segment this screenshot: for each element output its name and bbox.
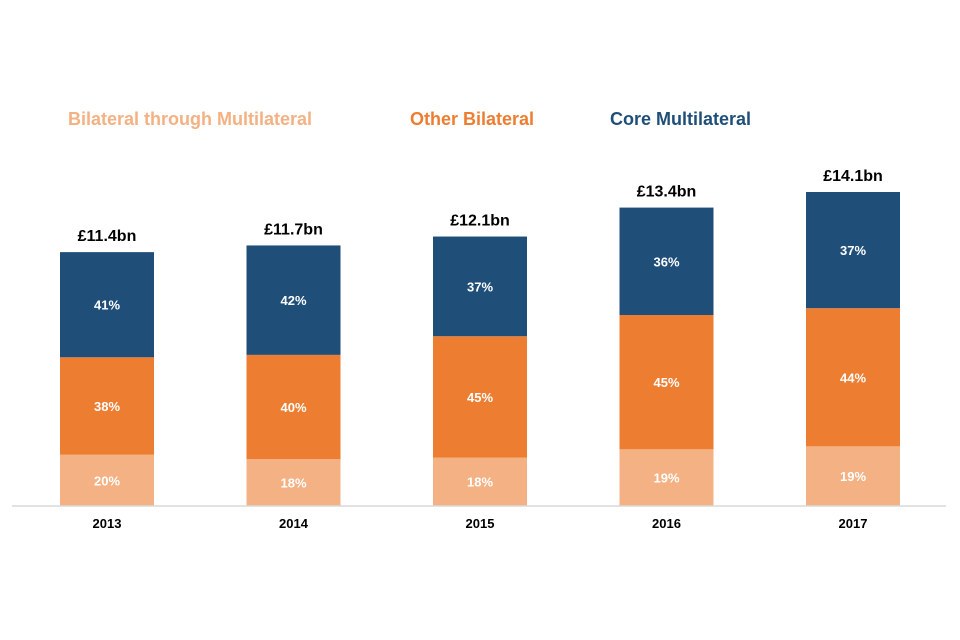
data-label-2016-2: 36% <box>653 254 679 269</box>
data-label-2016-1: 45% <box>653 375 679 390</box>
bar-segment-2014-other-bilateral <box>246 354 341 460</box>
data-label-2013-2: 41% <box>94 298 120 313</box>
x-tick-label-2016: 2016 <box>652 516 681 531</box>
bar-segment-2014-bilateral-through-multilateral <box>246 459 341 506</box>
total-label-2016: £13.4bn <box>637 184 697 201</box>
data-label-2015-2: 37% <box>467 279 493 294</box>
legend: Bilateral through Multilateral Other Bil… <box>68 109 751 129</box>
bars-group: 20% 38% 41% £11.4bn 18% 40% 42% £11.7bn 18% 45% 37… <box>60 168 900 506</box>
data-label-2016-0: 19% <box>653 471 679 486</box>
bar-segment-2013-other-bilateral <box>60 357 154 455</box>
bar-segment-2014-core-multilateral <box>246 245 341 355</box>
bar-segment-2013-core-multilateral <box>60 252 154 358</box>
data-label-2017-1: 44% <box>840 370 866 385</box>
bar-segment-2015-bilateral-through-multilateral <box>433 457 527 506</box>
x-axis-ticks: 2013 2014 2015 2016 2017 <box>93 516 868 531</box>
bar-segment-2017-core-multilateral <box>806 192 900 309</box>
bar-segment-2015-other-bilateral <box>433 336 527 458</box>
total-label-2017: £14.1bn <box>823 168 883 185</box>
bar-segment-2017-other-bilateral <box>806 308 900 447</box>
data-label-2014-1: 40% <box>280 400 306 415</box>
bar-segment-2015-core-multilateral <box>433 236 527 337</box>
legend-item-other-bilateral: Other Bilateral <box>410 109 534 129</box>
data-label-2013-0: 20% <box>94 473 120 488</box>
legend-item-bilateral-through-multilateral: Bilateral through Multilateral <box>68 109 312 129</box>
data-label-2014-2: 42% <box>280 293 306 308</box>
data-label-2015-0: 18% <box>467 475 493 490</box>
data-label-2015-1: 45% <box>467 390 493 405</box>
x-tick-label-2017: 2017 <box>839 516 868 531</box>
bar-segment-2016-core-multilateral <box>619 207 714 316</box>
legend-item-core-multilateral: Core Multilateral <box>610 109 751 129</box>
bar-segment-2016-other-bilateral <box>619 315 714 450</box>
data-label-2017-0: 19% <box>840 469 866 484</box>
x-tick-label-2014: 2014 <box>279 516 309 531</box>
x-tick-label-2013: 2013 <box>93 516 122 531</box>
x-tick-label-2015: 2015 <box>466 516 495 531</box>
data-label-2017-2: 37% <box>840 243 866 258</box>
total-label-2014: £11.7bn <box>264 221 323 238</box>
bar-segment-2016-bilateral-through-multilateral <box>619 449 714 506</box>
data-label-2014-0: 18% <box>280 476 306 491</box>
bar-segment-2013-bilateral-through-multilateral <box>60 454 154 506</box>
data-label-2013-1: 38% <box>94 399 120 414</box>
total-label-2013: £11.4bn <box>78 228 137 245</box>
bar-segment-2017-bilateral-through-multilateral <box>806 446 900 506</box>
total-label-2015: £12.1bn <box>450 213 510 230</box>
